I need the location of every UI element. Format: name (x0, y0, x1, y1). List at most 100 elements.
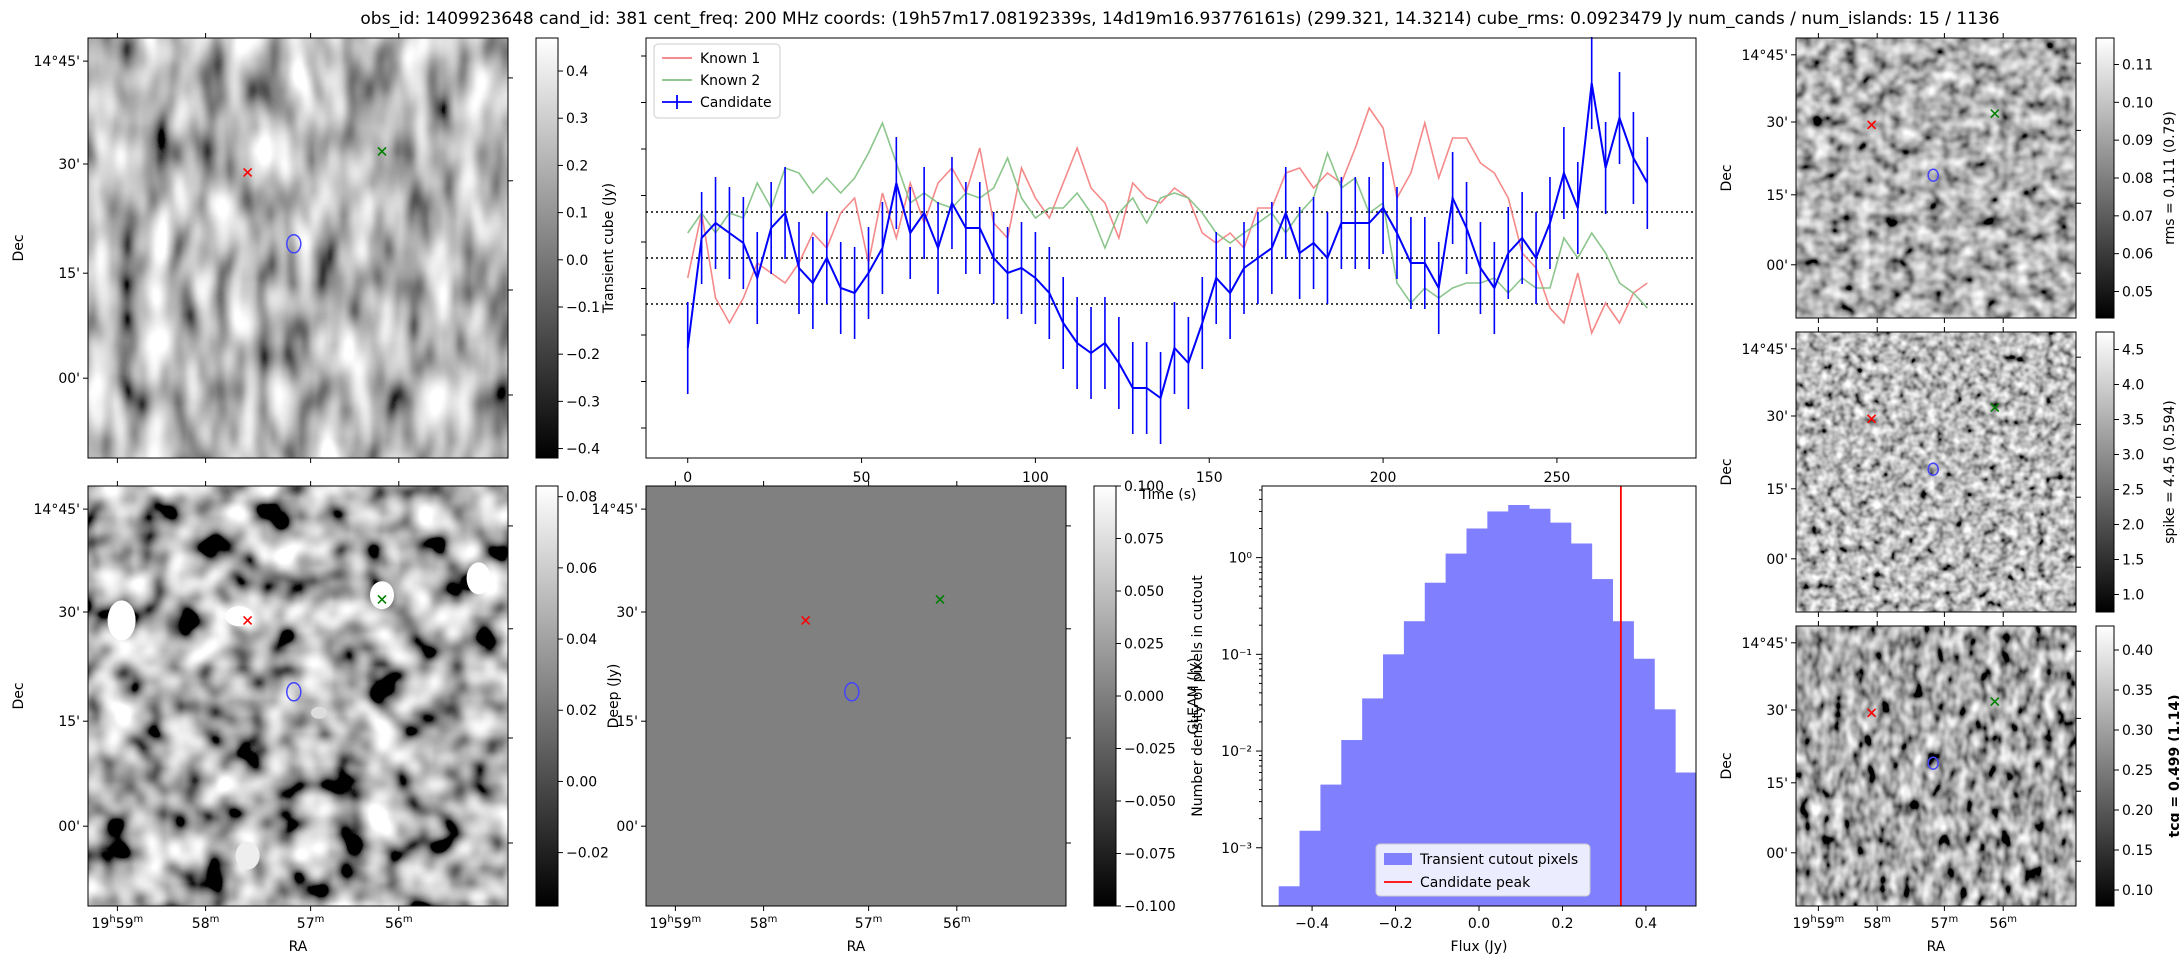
y-axis-label: Dec (1719, 458, 1735, 485)
dec-tick-label: 14°45' (1742, 342, 1788, 358)
known2-marker (1990, 697, 2000, 707)
colorbar-tick-label: 0.25 (2122, 763, 2153, 779)
dec-tick-label: 30' (1766, 409, 1788, 425)
deep-source-blob (370, 581, 394, 610)
y-tick-label: 10⁻² (1221, 744, 1252, 760)
colorbar-tick-label: 0.04 (566, 632, 597, 648)
dec-tick-label: 30' (1766, 703, 1788, 719)
histogram-bar (1445, 553, 1467, 906)
x-tick-label: −0.4 (1295, 916, 1329, 932)
ra-tick-label: 56m (1989, 914, 2017, 932)
x-tick-label: 0.2 (1551, 916, 1573, 932)
deep-frame (87, 485, 509, 907)
colorbar-tick-label: 0.09 (2122, 133, 2153, 149)
tcg-colorbar (2095, 625, 2115, 907)
rms-colorbar (2095, 37, 2115, 319)
candidate-marker (844, 682, 860, 702)
histogram-bar (1487, 511, 1509, 906)
candidate-marker (286, 682, 302, 702)
deep-source-blob (235, 841, 260, 870)
known1-marker (1867, 120, 1877, 130)
colorbar-tick-label: 2.0 (2122, 518, 2144, 534)
known1-marker (243, 167, 253, 177)
plot-frame (645, 37, 1697, 459)
colorbar-tick-label: 0.08 (566, 490, 597, 506)
series-candidate (686, 37, 1649, 444)
x-tick-label: 50 (853, 470, 871, 486)
colorbar-tick-label: 0.30 (2122, 723, 2153, 739)
dec-tick-label: 15' (616, 714, 638, 730)
deep-source-blob (107, 600, 136, 641)
dec-tick-label: 00' (616, 819, 638, 835)
series-line (687, 120, 1648, 309)
known2-marker (377, 594, 387, 604)
histogram-bar (1654, 709, 1676, 906)
x-axis-label: RA (289, 939, 308, 955)
colorbar-tick-label: −0.3 (566, 394, 600, 410)
y-axis-label: Dec (1719, 164, 1735, 191)
histogram-bar (1403, 621, 1426, 906)
colorbar-tick-label: −0.025 (1124, 742, 1176, 758)
colorbar-label: rms = 0.111 (0.79) (2162, 111, 2178, 245)
known1-marker (1867, 414, 1877, 424)
known2-marker (377, 146, 387, 156)
colorbar-label: spike = 4.45 (0.594) (2162, 400, 2178, 544)
known1-marker (801, 615, 811, 625)
x-tick-label: −0.2 (1379, 916, 1413, 932)
transient-panel: 14°45' 30' 15' 00' Dec 0.4 0.3 0.2 0.1 0.0 −0.1 −0.… (11, 33, 617, 463)
figure-title: obs_id: 1409923648 cand_id: 381 cent_fre… (360, 9, 1999, 29)
colorbar-tick-label: 0.1 (566, 206, 588, 222)
deep-source-blob (311, 706, 327, 719)
colorbar-tick-label: 0.050 (1124, 584, 1164, 600)
rms-frame (1795, 37, 2077, 319)
legend-swatch (1384, 853, 1412, 865)
x-tick-label: 200 (1370, 470, 1397, 486)
colorbar-tick-label: −0.100 (1124, 899, 1176, 915)
dec-tick-label: 30' (58, 157, 80, 173)
dec-tick-label: 00' (1766, 846, 1788, 862)
dec-tick-label: 15' (1766, 776, 1788, 792)
colorbar-tick-label: 0.15 (2122, 843, 2153, 859)
histogram-bar (1633, 658, 1655, 906)
rms-panel: 14°45' 30' 15' 00' Dec 0.11 0.10 0.09 0.08 0.07 0.… (1719, 33, 2178, 323)
known1-marker (243, 615, 253, 625)
y-axis-label: Dec (11, 234, 27, 261)
rms-image (1796, 38, 2076, 318)
colorbar-label: Transient cube (Jy) (601, 183, 617, 314)
colorbar-tick-label: 3.0 (2122, 448, 2144, 464)
colorbar-tick-label: 3.5 (2122, 413, 2144, 429)
spike-panel: 14°45' 30' 15' 00' Dec 4.5 4.0 3.5 3.0 2.5 2.0 1.5 1… (1719, 327, 2178, 617)
histogram-bar (1529, 508, 1551, 906)
deep-panel: 14°45' 30' 15' 00' 19h59m 58m 57m 56m RA Dec 0.08 0… (11, 481, 622, 955)
colorbar-tick-label: 0.07 (2122, 209, 2153, 225)
candidate-marker (1927, 168, 1939, 182)
dec-tick-label: 14°45' (34, 502, 80, 518)
colorbar-tick-label: 0.025 (1124, 637, 1164, 653)
legend-label: Candidate peak (1420, 875, 1531, 891)
legend-label: Known 2 (700, 73, 760, 89)
colorbar-tick-label: 0.10 (2122, 95, 2153, 111)
histogram-bar (1299, 830, 1321, 906)
colorbar-tick-label: 0.08 (2122, 171, 2153, 187)
colorbar-tick-label: 0.100 (1124, 479, 1164, 495)
candidate-marker (286, 234, 302, 254)
colorbar-tick-label: 0.20 (2122, 803, 2153, 819)
colorbar-tick-label: 0.2 (566, 158, 588, 174)
dec-tick-label: 30' (1766, 115, 1788, 131)
ra-tick-label: 56m (385, 914, 413, 932)
transient-colorbar (535, 37, 559, 459)
dec-tick-label: 00' (1766, 552, 1788, 568)
x-tick-label: 100 (1022, 470, 1049, 486)
histogram-bar (1570, 543, 1593, 906)
spike-colorbar (2095, 331, 2115, 613)
plot-area (646, 38, 1696, 458)
series-line (686, 82, 1649, 400)
gleam-panel: 14°45' 30' 15' 00' 19h59m 58m 57m 56m RA 0.100 0.0… (592, 479, 1202, 955)
histogram-bar (1383, 654, 1405, 906)
x-axis-label: Time (s) (1139, 487, 1197, 503)
ra-tick-label: 57m (855, 914, 883, 932)
deep-image (88, 486, 508, 906)
x-axis-label: RA (847, 939, 866, 955)
legend-box (653, 43, 781, 119)
x-axis-label: Flux (Jy) (1451, 939, 1508, 955)
